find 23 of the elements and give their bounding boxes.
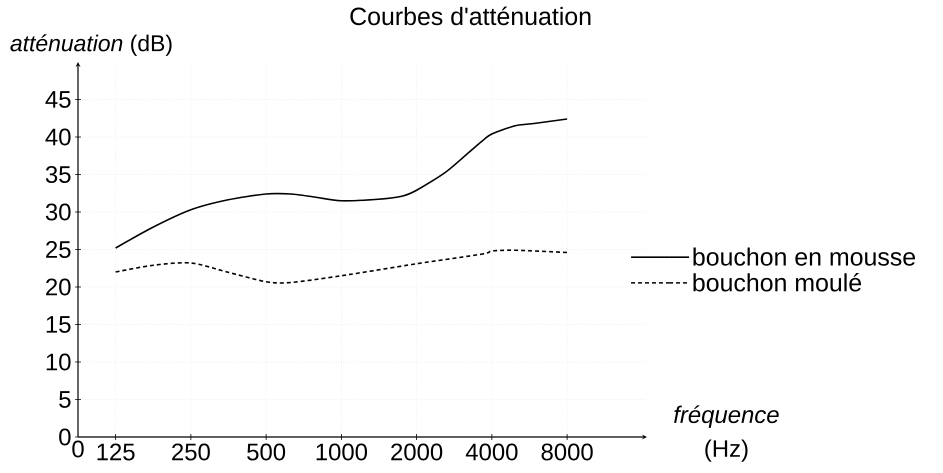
y-tick-label: 40 — [45, 128, 71, 146]
legend-label: bouchon en mousse — [693, 247, 916, 266]
x-tick-label: 500 — [247, 444, 286, 460]
y-tick-label: 0 — [59, 428, 71, 446]
x-axis-title: fréquence (Hz) — [674, 405, 779, 462]
y-tick-label: 20 — [46, 278, 71, 296]
y-tick-label: 15 — [46, 316, 70, 333]
legend-label: bouchon moulé — [693, 272, 862, 292]
x-tick-label: 8000 — [542, 444, 593, 460]
y-tick-label: 30 — [46, 204, 71, 220]
y-tick-label: 45 — [45, 91, 70, 108]
y-tick-label: 10 — [46, 354, 71, 370]
y-tick-label: 25 — [46, 241, 70, 258]
x-tick-label: 4000 — [466, 444, 518, 460]
x-tick-label: 1000 — [316, 444, 368, 460]
x-tick-label: 125 — [98, 444, 135, 460]
y-axis-title: atténuation (dB) — [10, 34, 172, 56]
y-tick-label: 35 — [46, 166, 70, 183]
x-tick-label: 2000 — [391, 444, 442, 460]
y-tick-label: 5 — [59, 391, 71, 408]
x-tick-label: 250 — [172, 444, 210, 460]
chart-title: Courbes d'atténuation — [350, 6, 590, 26]
x-tick-label: 0 — [72, 440, 84, 458]
